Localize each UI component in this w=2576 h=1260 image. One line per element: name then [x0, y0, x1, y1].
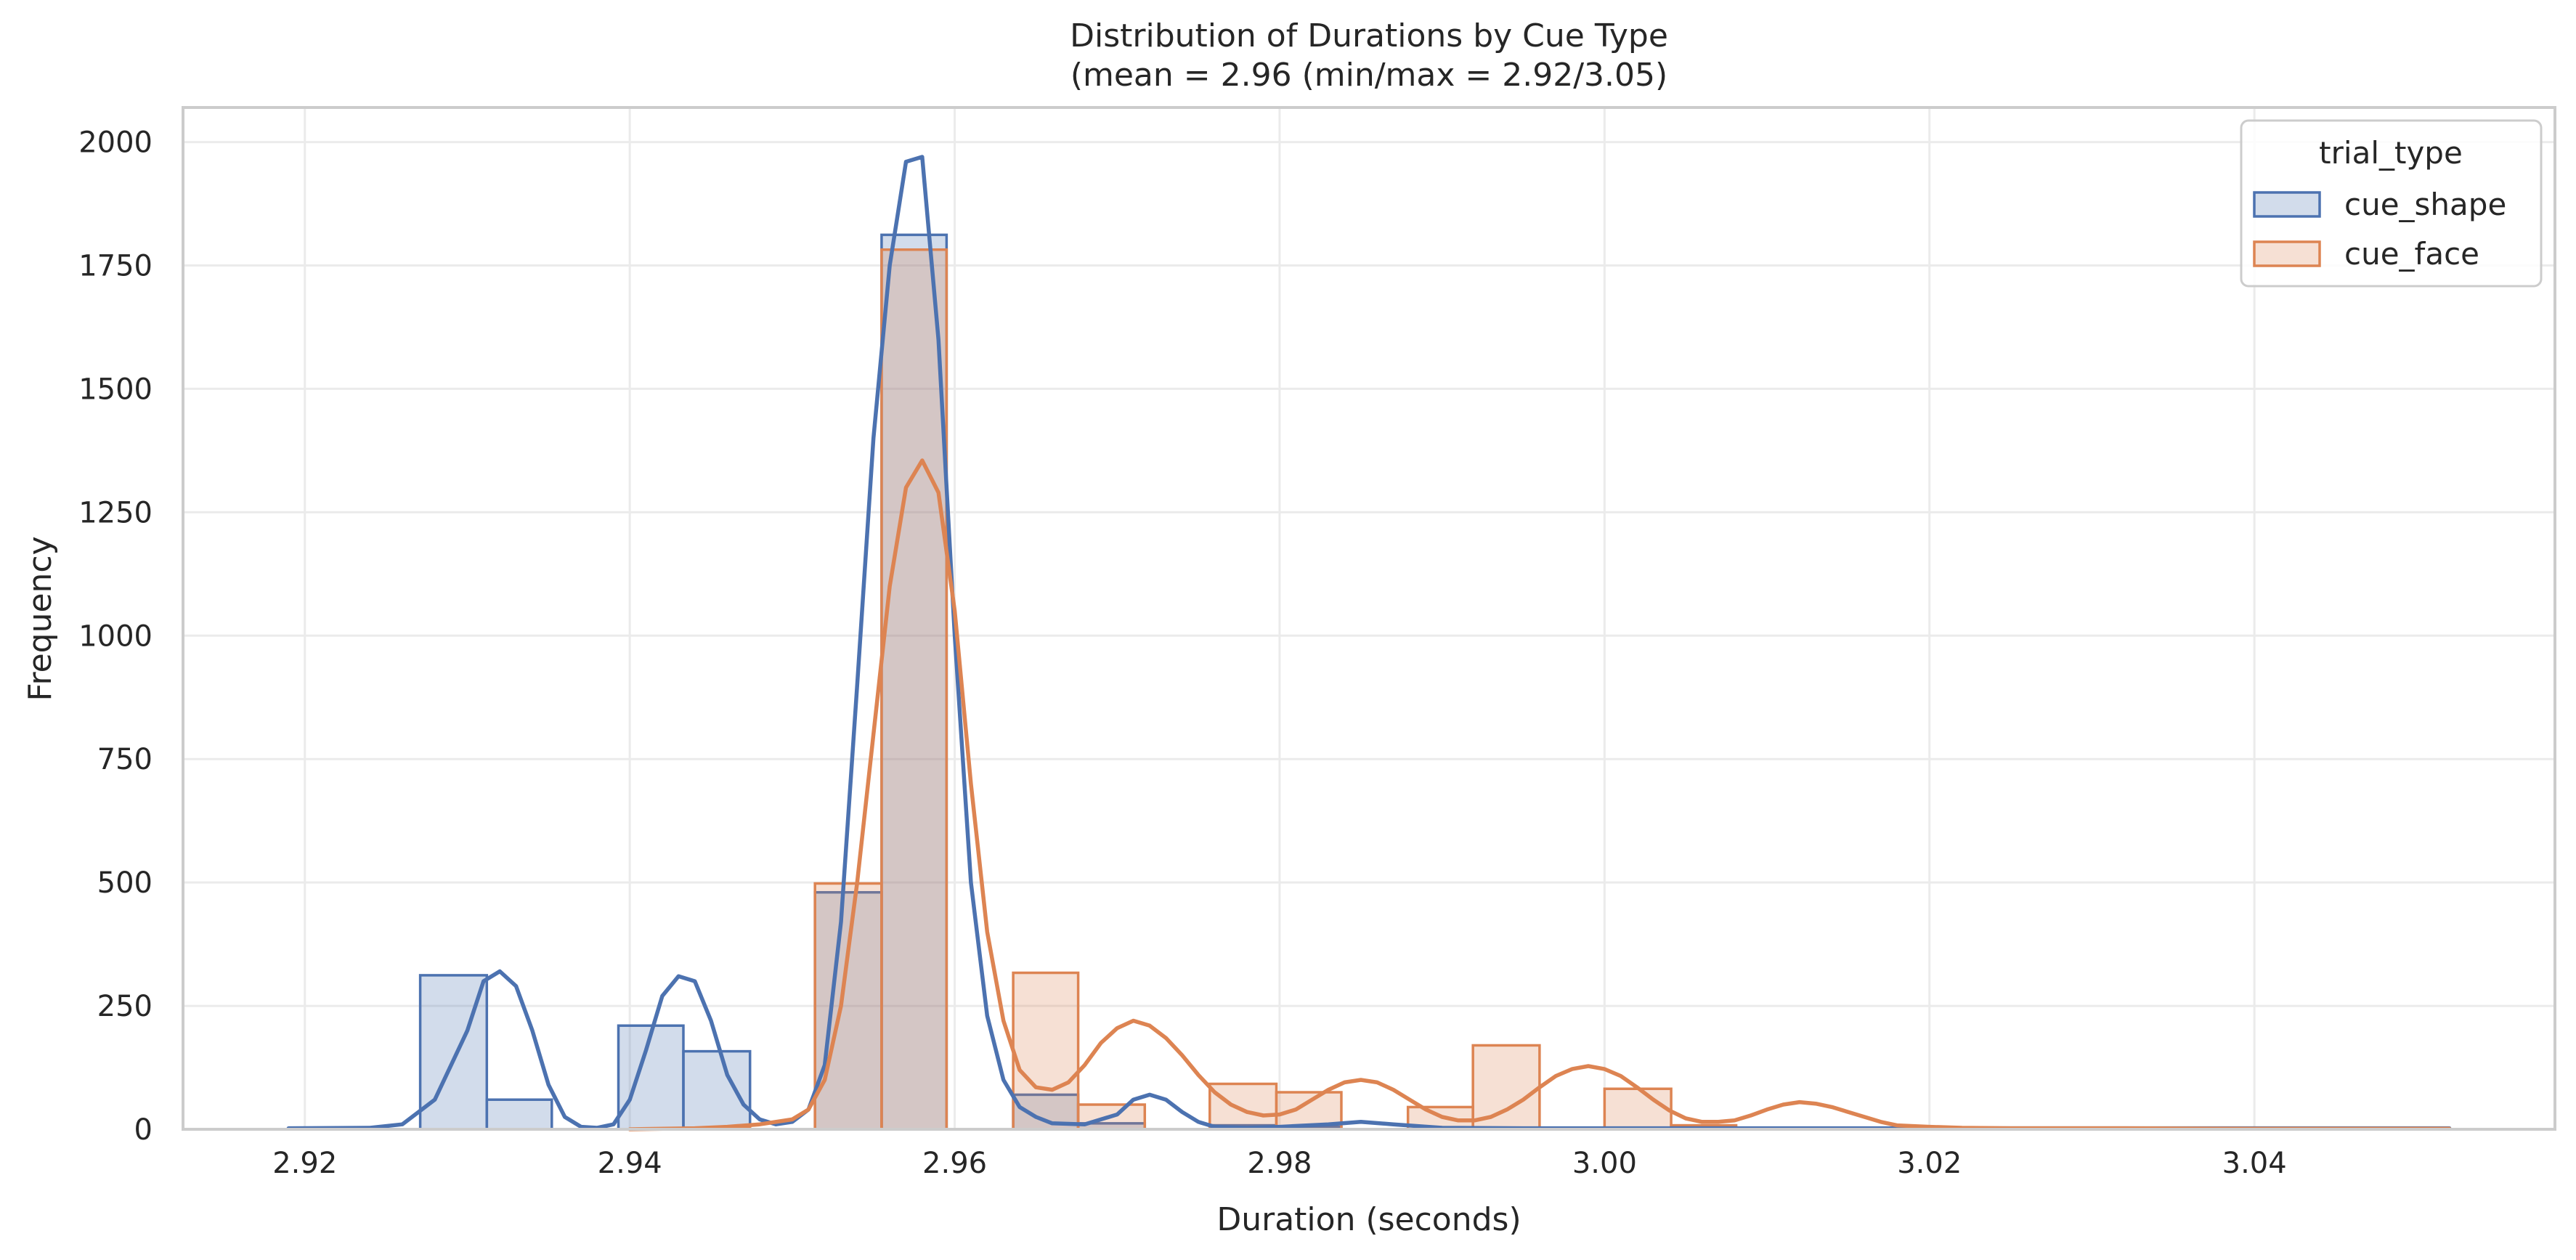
- x-axis-label: Duration (seconds): [1216, 1201, 1521, 1238]
- histogram-bar-cue-face: [1208, 1082, 1278, 1131]
- y-tick-label: 250: [97, 990, 153, 1023]
- x-tick-label: 2.92: [272, 1147, 337, 1180]
- histogram-bar-cue-face: [880, 248, 948, 1131]
- histogram-bar-cue-shape: [617, 1024, 685, 1131]
- grid-layer: [183, 107, 2555, 1131]
- legend-box: [2240, 119, 2543, 288]
- x-tick-label: 2.96: [922, 1147, 987, 1180]
- legend-title: trial_type: [2319, 135, 2463, 171]
- legend-swatch-cue-shape: [2253, 191, 2321, 218]
- histogram-bar-cue-face: [813, 882, 883, 1131]
- y-tick-label: 1500: [78, 373, 153, 406]
- chart-title: Distribution of Durations by Cue Type: [1070, 17, 1668, 54]
- y-axis-label: Frequency: [22, 536, 59, 701]
- histogram-bars-layer: [418, 233, 1738, 1131]
- kde-line-cue-face: [627, 458, 2452, 1131]
- x-tick-label: 3.04: [2222, 1147, 2287, 1180]
- histogram-bar-cue-shape: [682, 1049, 752, 1131]
- y-tick-label: 2000: [78, 126, 153, 160]
- kde-line-cue-shape: [286, 155, 2452, 1131]
- y-tick-label: 1000: [78, 619, 153, 653]
- legend-swatch-cue-face: [2253, 240, 2321, 267]
- histogram-bar-cue-face: [1012, 971, 1080, 1131]
- y-tick-label: 750: [97, 743, 153, 776]
- x-tick-label: 3.00: [1572, 1147, 1637, 1180]
- chart-subtitle: (mean = 2.96 (min/max = 2.92/3.05): [1070, 57, 1667, 94]
- x-tick-label: 2.94: [598, 1147, 662, 1180]
- y-tick-label: 500: [97, 866, 153, 900]
- kde-lines-layer: [286, 155, 2452, 1131]
- y-axis-ticks: 0 250 500 750 1000 1250 1500 1750 2000: [78, 126, 153, 1147]
- y-tick-label: 1750: [78, 250, 153, 283]
- legend-label-cue-shape: cue_shape: [2344, 187, 2506, 222]
- histogram-bar-cue-shape: [485, 1098, 553, 1131]
- x-tick-label: 2.98: [1247, 1147, 1312, 1180]
- x-tick-label: 3.02: [1897, 1147, 1962, 1180]
- legend-label-cue-face: cue_face: [2344, 236, 2479, 272]
- plot-frame: [182, 106, 2556, 1131]
- legend: trial_type cue_shape cue_face: [2240, 119, 2543, 288]
- x-axis-ticks: 2.92 2.94 2.96 2.98 3.00 3.02 3.04: [272, 1147, 2286, 1180]
- y-tick-label: 1250: [78, 496, 153, 529]
- y-tick-label: 0: [134, 1113, 153, 1147]
- histogram-bar-cue-face: [1603, 1087, 1673, 1131]
